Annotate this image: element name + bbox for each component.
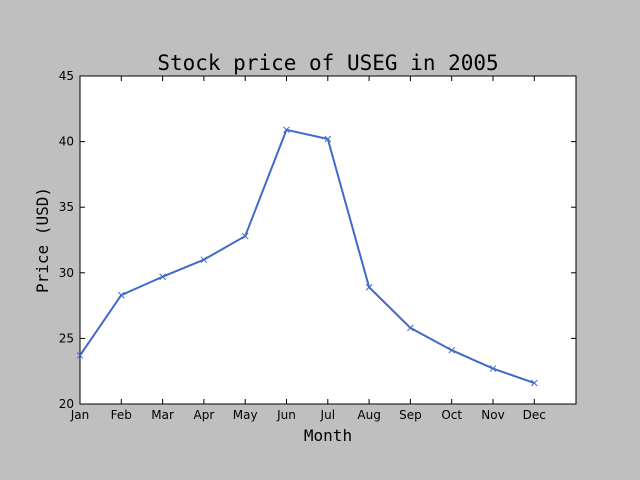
y-tick-label: 30 — [59, 266, 74, 280]
y-tick-label: 25 — [59, 331, 74, 345]
x-tick-label: Aug — [357, 408, 380, 422]
chart-title: Stock price of USEG in 2005 — [157, 51, 498, 75]
data-point-marker — [283, 126, 290, 134]
y-axis-label: Price (USD) — [33, 187, 52, 293]
y-tick-label: 35 — [59, 200, 74, 214]
data-point-marker — [365, 283, 373, 291]
x-tick-label: Mar — [151, 408, 174, 422]
x-tick-label: Jul — [320, 408, 335, 422]
y-axis: 20 25 30 35 40 45 — [59, 69, 576, 411]
y-tick-label: 40 — [59, 135, 74, 149]
x-tick-label: Oct — [441, 408, 462, 422]
x-tick-label: Dec — [523, 408, 546, 422]
data-point-marker — [241, 232, 249, 240]
data-point-marker — [159, 273, 166, 281]
data-point-marker — [530, 379, 538, 387]
data-point-marker — [407, 324, 414, 332]
x-tick-label: May — [233, 408, 258, 422]
y-tick-label: 20 — [59, 397, 74, 411]
data-point-marker — [200, 256, 208, 264]
data-point-marker — [76, 352, 84, 359]
x-axis: Jan Feb Mar Apr May Jun Jul Aug Sep Oct Nov Dec — [70, 76, 546, 422]
data-point-marker — [448, 346, 456, 354]
x-tick-label: Nov — [481, 408, 504, 422]
x-tick-label: Jan — [70, 408, 90, 422]
x-tick-label: Apr — [194, 408, 215, 422]
y-tick-label: 45 — [59, 69, 74, 83]
data-point-marker — [117, 291, 125, 299]
series-line — [79, 128, 535, 384]
data-point-marker — [489, 365, 497, 372]
data-point-marker — [324, 135, 332, 143]
x-tick-label: Sep — [399, 408, 422, 422]
plot-area — [79, 75, 577, 405]
x-tick-label: Feb — [111, 408, 132, 422]
series-group — [76, 126, 538, 387]
x-tick-label: Jun — [276, 408, 296, 422]
x-axis-label: Month — [304, 426, 352, 445]
